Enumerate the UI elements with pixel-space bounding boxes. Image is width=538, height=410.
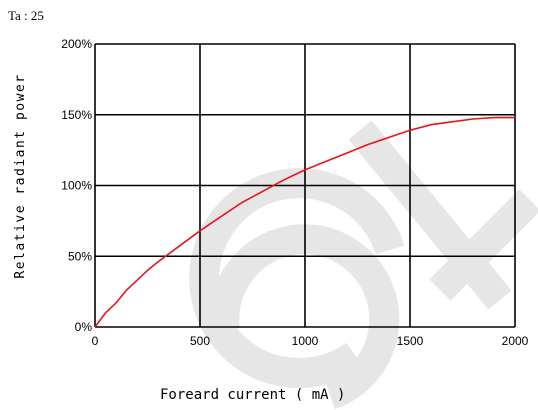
y-axis-label: Relative radiant power <box>13 73 28 278</box>
x-tick-label: 1000 <box>292 334 319 348</box>
series-layer <box>94 116 515 328</box>
y-tick-label: 150% <box>61 108 92 122</box>
series-line-0 <box>94 116 515 328</box>
y-tick-label: 100% <box>61 179 92 193</box>
watermark-c <box>189 168 405 389</box>
y-tick-label: 50% <box>68 249 92 263</box>
x-tick-label: 2000 <box>502 334 529 348</box>
x-tick-label: 500 <box>190 334 210 348</box>
y-tick-label: 200% <box>61 37 92 51</box>
x-tick-label: 1500 <box>397 334 424 348</box>
x-tick-labels: 0 500 1000 1500 2000 <box>92 334 529 348</box>
watermark <box>189 120 538 410</box>
y-tick-labels: 0% 50% 100% 150% 200% <box>61 37 92 334</box>
watermark-g <box>209 224 400 410</box>
x-tick-label: 0 <box>92 334 99 348</box>
x-axis-label: Foreard current ( mA ) <box>160 387 345 403</box>
condition-label: Ta : 25 <box>8 8 44 23</box>
y-tick-label: 0% <box>75 320 93 334</box>
